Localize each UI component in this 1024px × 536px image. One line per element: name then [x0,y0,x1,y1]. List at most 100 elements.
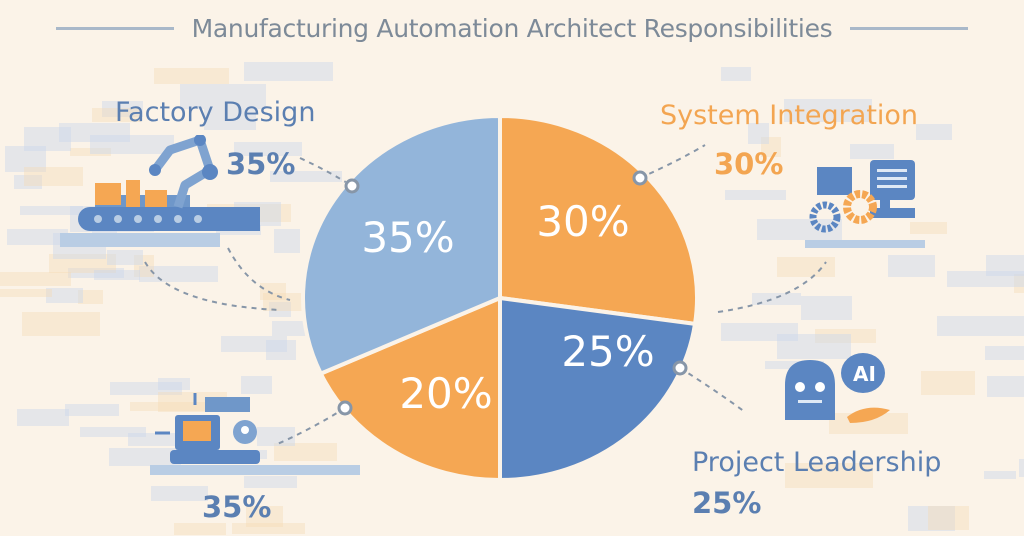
background-block [21,312,100,336]
connector-factory-design-lower [144,261,281,311]
background-block [760,137,782,157]
background-block [110,382,182,396]
background-block [748,122,770,145]
background-block [153,67,229,84]
background-block [721,66,751,81]
background-block [151,485,209,502]
background-block [909,221,947,235]
background-block [920,371,976,396]
page-title: Manufacturing Automation Architect Respo… [191,14,833,43]
connector-dot [337,400,353,416]
callout-label-factory-design: Factory Design [115,97,316,128]
background-block [946,271,1024,288]
connector-factory-curve [227,247,291,301]
background-block [133,254,155,277]
background-block [270,171,343,182]
background-block [48,253,117,274]
background-block [888,254,936,277]
background-block [984,346,1024,361]
background-block [246,505,284,527]
background-block [23,166,84,186]
background-block [936,316,1024,336]
background-block [784,99,872,122]
background-block [268,301,292,317]
background-block [5,145,46,172]
background-block [180,83,267,109]
background-block [107,250,143,266]
background-block [19,205,83,215]
background-block [45,287,84,304]
callout-label-system-integration: System Integration [660,100,919,131]
connector-dot [672,360,688,376]
title-rule-right [850,27,969,30]
callout-value-project-leadership: 25% [692,486,762,520]
background-block [815,329,877,344]
callout-value-system-integration: 30% [714,147,784,181]
background-block [232,522,306,535]
background-block [78,289,103,304]
connector-system-curve [717,261,827,313]
background-block [220,335,287,353]
background-block [79,427,146,437]
connector-dot [344,178,360,194]
server-gears-icon [805,160,925,248]
background-block [101,101,144,118]
background-block [785,463,873,489]
background-block [274,228,300,253]
slice-label: 20% [399,369,492,418]
pie-slice-0 [498,113,699,327]
background-block [0,288,53,298]
background-block [16,408,69,427]
background-block [70,147,112,157]
slice-label: 35% [361,213,454,262]
background-block [259,282,287,300]
svg-text:AI: AI [853,362,876,386]
background-block [64,404,120,417]
background-block [801,296,853,320]
background-block [1014,274,1024,293]
background-block [24,126,71,152]
callout-label-project-leadership: Project Leadership [692,447,942,478]
background-block [720,322,798,341]
background-block [109,448,182,466]
background-block [234,142,302,156]
callout-value-bottom-left: 35% [202,490,272,524]
background-block [68,268,124,278]
connector-bottom-left [274,407,346,446]
background-block [13,175,43,190]
background-block [257,427,296,447]
ai-robot-icon: AI [785,353,890,423]
background-block [983,470,1016,479]
connector-dot [632,170,648,186]
background-block [91,225,118,237]
background-block [756,218,842,240]
computer-workstation-icon [150,393,360,475]
background-block [244,61,333,81]
background-block [724,189,786,201]
background-block [203,108,256,131]
background-block [908,505,955,531]
background-block [174,523,226,536]
connector-factory-design [299,157,353,187]
background-block [58,122,130,142]
background-block [157,378,190,390]
background-block [987,375,1024,398]
background-block [752,293,802,306]
robot-arm-conveyor-icon [60,135,260,247]
background-block [1018,458,1024,477]
connector-project-leadership [679,367,746,413]
title-bar: Manufacturing Automation Architect Respo… [0,14,1024,43]
background-block [130,402,210,411]
background-block [93,270,141,280]
background-block [7,229,69,246]
background-block [776,333,851,360]
background-block [928,506,970,531]
pie-slice-1 [498,295,698,483]
background-block [91,107,141,122]
pie-slice-2 [318,294,502,483]
background-block [850,143,895,160]
connector-dots [337,170,688,416]
background-block [244,475,298,488]
background-block [89,134,175,154]
